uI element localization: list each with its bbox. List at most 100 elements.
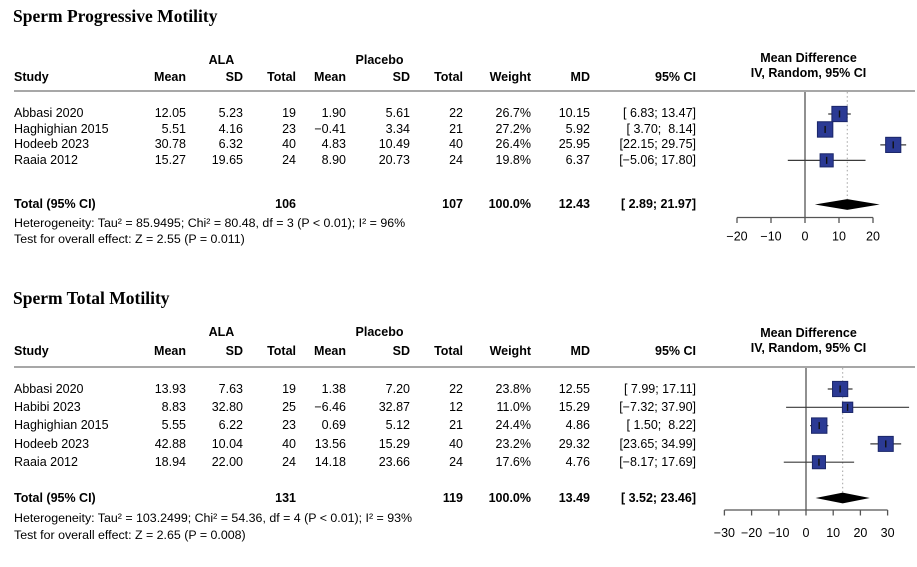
weight-cell: 27.2% [495, 121, 531, 136]
col-ala-sd: SD [225, 344, 243, 358]
ci-value-cell: [−5.06; 17.80] [619, 152, 696, 167]
pooled-diamond [814, 199, 880, 210]
placebo-total-cell: 21 [449, 121, 463, 136]
section-title: Sperm Progressive Motility [13, 6, 218, 26]
ci-value-cell: [22.15; 29.75] [619, 137, 696, 152]
plot-header-line1: Mean Difference [760, 51, 857, 65]
total-ci: [ 2.89; 21.97] [620, 197, 696, 211]
placebo-mean-cell: 1.38 [321, 381, 346, 396]
table-header-row: Study Mean SD Total Mean SD Total Weight… [14, 343, 696, 359]
heterogeneity-note: Heterogeneity: Tau² = 103.2499; Chi² = 5… [14, 511, 413, 525]
plot-column-header: Mean Difference IV, Random, 95% CI [700, 51, 917, 81]
study-row: Habibi 2023 8.83 32.80 25 −6.46 32.87 12 11.0% 1… [14, 398, 696, 416]
ala-mean-cell: 13.93 [154, 381, 186, 396]
ala-sd-cell: 4.16 [218, 121, 243, 136]
ala-total-cell: 40 [282, 436, 296, 451]
study-name-cell: Haghighian 2015 [14, 121, 109, 136]
weight-cell: 26.7% [495, 106, 531, 121]
x-axis-tick-label: 30 [881, 526, 895, 540]
study-row: Abbasi 2020 12.05 5.23 19 1.90 5.61 22 26.7% 10.… [14, 106, 696, 121]
ci-value-cell: [ 3.70; 8.14] [626, 121, 697, 136]
md-value-cell: 29.32 [558, 436, 590, 451]
placebo-total-cell: 12 [449, 400, 463, 415]
ala-sd-cell: 6.32 [218, 137, 243, 152]
ala-total-cell: 40 [282, 137, 296, 152]
empty-cell [296, 491, 346, 506]
total-md: 12.43 [558, 197, 590, 211]
section-progressive-motility: −20 −10 0 10 20 Sperm Progressive Motility A… [0, 0, 917, 280]
placebo-sd-cell: 20.73 [378, 152, 410, 167]
total-ala-n: 131 [275, 491, 296, 505]
md-value-cell: 10.15 [558, 106, 590, 121]
ala-mean-cell: 12.05 [154, 106, 186, 121]
total-ci: [ 3.52; 23.46] [620, 491, 696, 505]
x-axis-tick-label: −10 [760, 230, 781, 244]
ala-mean-cell: 15.27 [154, 152, 186, 167]
total-ala-n: 106 [275, 197, 296, 211]
ala-total-cell: 19 [282, 106, 296, 121]
x-axis-tick-label: −10 [768, 526, 789, 540]
group-header-control: Placebo [355, 53, 404, 67]
study-row: Abbasi 2020 13.93 7.63 19 1.38 7.20 22 23.8% 12.… [14, 380, 696, 398]
md-value-cell: 4.86 [565, 418, 590, 433]
ala-total-cell: 24 [282, 152, 296, 167]
x-axis-tick-label: −30 [714, 526, 735, 540]
col-placebo-total: Total [434, 70, 463, 84]
total-label: Total (95% CI) [14, 197, 96, 211]
placebo-mean-cell: −6.46 [314, 400, 346, 415]
col-md: MD [570, 344, 590, 358]
placebo-mean-cell: −0.41 [314, 121, 346, 136]
pooled-diamond [815, 492, 870, 504]
weight-cell: 24.4% [495, 418, 531, 433]
md-value-cell: 15.29 [558, 400, 590, 415]
col-ala-total: Total [267, 344, 296, 358]
study-name-cell: Hodeeb 2023 [14, 436, 90, 451]
empty-cell [147, 491, 186, 506]
placebo-sd-cell: 10.49 [378, 137, 410, 152]
ala-total-cell: 24 [282, 455, 296, 470]
x-axis-tick-label: 0 [802, 230, 809, 244]
ala-sd-cell: 22.00 [211, 455, 243, 470]
study-row: Raaia 2012 18.94 22.00 24 14.18 23.66 24 17.6% 4… [14, 453, 696, 471]
plot-header-line2: IV, Random, 95% CI [750, 341, 867, 355]
col-placebo-total: Total [434, 344, 463, 358]
x-axis-tick-label: 0 [803, 526, 810, 540]
placebo-total-cell: 40 [449, 436, 463, 451]
placebo-total-cell: 24 [449, 152, 463, 167]
md-value-cell: 5.92 [565, 121, 590, 136]
empty-cell [186, 197, 243, 212]
group-header-treatment: ALA [208, 53, 235, 67]
x-axis-tick-label: 10 [826, 526, 840, 540]
weight-cell: 26.4% [495, 137, 531, 152]
ala-mean-cell: 5.51 [161, 121, 186, 136]
col-ci: 95% CI [655, 344, 696, 358]
col-ala-mean: Mean [154, 344, 186, 358]
x-axis-tick-label: 10 [832, 230, 846, 244]
col-weight: Weight [489, 70, 531, 84]
ala-mean-cell: 18.94 [154, 455, 186, 470]
placebo-sd-cell: 23.66 [378, 455, 410, 470]
total-label: Total (95% CI) [14, 491, 96, 505]
col-ala-total: Total [267, 70, 296, 84]
placebo-total-cell: 21 [449, 418, 463, 433]
study-name-cell: Abbasi 2020 [14, 106, 84, 121]
total-placebo-n: 107 [442, 197, 463, 211]
ala-mean-cell: 8.83 [161, 400, 186, 415]
x-axis-tick-label: 20 [866, 230, 880, 244]
plot-header-line2: IV, Random, 95% CI [750, 66, 867, 80]
heterogeneity-note: Heterogeneity: Tau² = 85.9495; Chi² = 80… [14, 216, 406, 230]
col-placebo-sd: SD [392, 344, 410, 358]
forest-plot-canvas: −20 −10 0 10 20 [14, 90, 915, 244]
placebo-sd-cell: 5.61 [385, 106, 410, 121]
total-placebo-n: 119 [442, 491, 463, 505]
ci-value-cell: [23.65; 34.99] [619, 436, 696, 451]
ala-mean-cell: 5.55 [161, 418, 186, 433]
md-value-cell: 12.55 [558, 381, 590, 396]
col-ala-sd: SD [225, 70, 243, 84]
study-row: Hodeeb 2023 42.88 10.04 40 13.56 15.29 40 23.2%… [14, 435, 696, 453]
ala-total-cell: 25 [282, 400, 296, 415]
ci-value-cell: [ 6.83; 13.47] [623, 106, 696, 121]
study-name-cell: Habibi 2023 [14, 400, 81, 415]
empty-cell [147, 197, 186, 212]
study-row: Raaia 2012 15.27 19.65 24 8.90 20.73 24 19.8% 6.… [14, 153, 696, 168]
